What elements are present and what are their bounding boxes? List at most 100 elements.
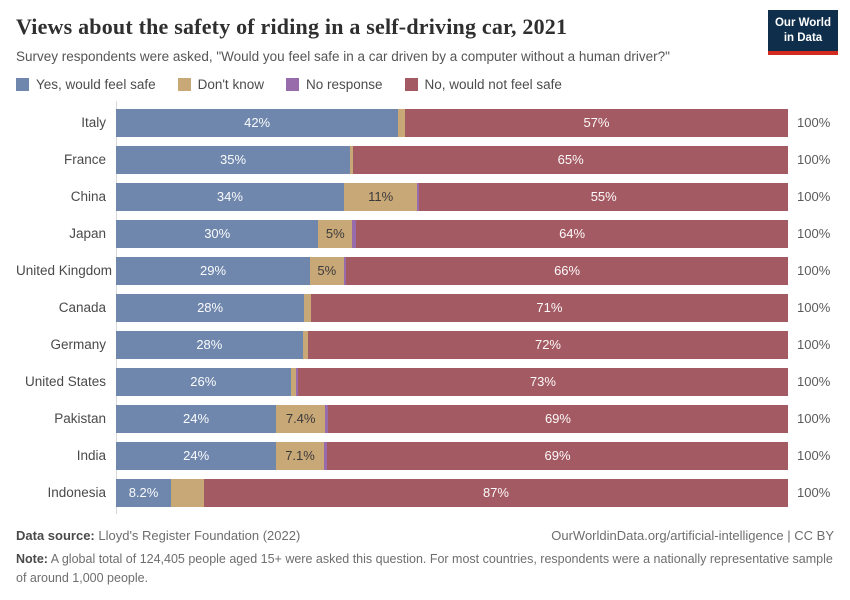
bar-segment-dont-know[interactable]: 11% bbox=[343, 182, 418, 211]
bar-segment-yes-would-feel-safe[interactable]: 29% bbox=[116, 256, 311, 285]
bar-segment-no-would-not-feel-safe[interactable]: 69% bbox=[327, 441, 788, 470]
bar-segment-no-response[interactable] bbox=[295, 367, 298, 396]
segment-value-label: 71% bbox=[536, 300, 563, 315]
segment-value-label: 66% bbox=[554, 263, 581, 278]
bar-row: United Kingdom 29% 5% 66% 100% bbox=[16, 252, 834, 289]
bar-segment-dont-know[interactable]: 7.4% bbox=[276, 404, 326, 433]
country-label: Germany bbox=[50, 337, 106, 352]
segment-value-label: 69% bbox=[544, 448, 571, 463]
footnote-value: A global total of 124,405 people aged 15… bbox=[16, 552, 833, 585]
segment-value-label: 24% bbox=[183, 448, 210, 463]
bar-segment-yes-would-feel-safe[interactable]: 30% bbox=[116, 219, 319, 248]
bar-segment-no-would-not-feel-safe[interactable]: 55% bbox=[419, 182, 788, 211]
segment-value-label: 28% bbox=[197, 300, 224, 315]
bar-segment-dont-know[interactable] bbox=[398, 108, 405, 137]
total-label: 100% bbox=[797, 300, 831, 315]
segment-value-label: 73% bbox=[529, 374, 556, 389]
bar-segment-no-would-not-feel-safe[interactable]: 65% bbox=[353, 145, 788, 174]
bar-segment-no-response[interactable] bbox=[325, 404, 328, 433]
page-title: Views about the safety of riding in a se… bbox=[16, 14, 568, 39]
bar-segment-no-would-not-feel-safe[interactable]: 57% bbox=[404, 108, 788, 137]
segment-value-label: 30% bbox=[204, 226, 231, 241]
country-label: Pakistan bbox=[54, 411, 106, 426]
chart-subtitle: Survey respondents were asked, "Would yo… bbox=[16, 49, 670, 64]
attribution-link[interactable]: OurWorldinData.org/artificial-intelligen… bbox=[551, 528, 834, 543]
bar-segment-yes-would-feel-safe[interactable]: 24% bbox=[116, 441, 277, 470]
legend-item-no-would-not-feel-safe[interactable]: No, would not feel safe bbox=[404, 77, 562, 92]
country-label: China bbox=[70, 189, 106, 204]
legend-item-yes-would-feel-safe[interactable]: Yes, would feel safe bbox=[16, 77, 156, 92]
country-label: Japan bbox=[69, 226, 106, 241]
bar-segment-yes-would-feel-safe[interactable]: 28% bbox=[116, 330, 303, 359]
legend-swatch-icon bbox=[404, 78, 418, 91]
bar-segment-dont-know[interactable] bbox=[350, 145, 354, 174]
bar-row: China 34% 11% 55% 100% bbox=[16, 178, 834, 215]
bar-segment-yes-would-feel-safe[interactable]: 42% bbox=[116, 108, 399, 137]
bar-track: 8.2% 87% bbox=[116, 478, 788, 507]
footnote-label: Note: bbox=[16, 552, 48, 566]
bar-segment-no-would-not-feel-safe[interactable]: 71% bbox=[310, 293, 788, 322]
total-label: 100% bbox=[797, 374, 831, 389]
bar-segment-no-response[interactable] bbox=[352, 219, 357, 248]
bar-segment-yes-would-feel-safe[interactable]: 34% bbox=[116, 182, 344, 211]
owid-logo-line2: in Data bbox=[783, 31, 823, 44]
segment-value-label: 69% bbox=[544, 411, 571, 426]
legend-label: Yes, would feel safe bbox=[36, 77, 156, 92]
footer: Data source: Lloyd's Register Foundation… bbox=[16, 528, 834, 588]
bar-segment-dont-know[interactable] bbox=[171, 478, 204, 507]
legend-label: No response bbox=[305, 77, 383, 92]
bar-track: 24% 7.4% 69% bbox=[116, 404, 788, 433]
bar-segment-dont-know[interactable]: 5% bbox=[310, 256, 344, 285]
bar-segment-no-would-not-feel-safe[interactable]: 72% bbox=[307, 330, 788, 359]
bar-segment-dont-know[interactable] bbox=[302, 330, 308, 359]
bar-segment-yes-would-feel-safe[interactable]: 24% bbox=[116, 404, 276, 433]
stacked-bar-chart: Italy 42% 57% 100% France 35% 65% 100% China 34% 1… bbox=[16, 101, 834, 514]
bar-segment-dont-know[interactable] bbox=[304, 293, 311, 322]
bar-track: 24% 7.1% 69% bbox=[116, 441, 788, 470]
bar-track: 29% 5% 66% bbox=[116, 256, 788, 285]
bar-segment-yes-would-feel-safe[interactable]: 26% bbox=[116, 367, 291, 396]
segment-value-label: 26% bbox=[190, 374, 217, 389]
bar-row: Germany 28% 72% 100% bbox=[16, 326, 834, 363]
bar-segment-no-response[interactable] bbox=[417, 182, 420, 211]
segment-value-label: 55% bbox=[590, 189, 617, 204]
total-label: 100% bbox=[797, 337, 831, 352]
segment-value-label: 57% bbox=[583, 115, 610, 130]
segment-value-label: 5% bbox=[325, 226, 345, 241]
bar-rows: Italy 42% 57% 100% France 35% 65% 100% China 34% 1… bbox=[16, 104, 834, 511]
total-label: 100% bbox=[797, 485, 831, 500]
bar-row: Indonesia 8.2% 87% 100% bbox=[16, 474, 834, 511]
bar-segment-no-would-not-feel-safe[interactable]: 66% bbox=[346, 256, 788, 285]
bar-segment-yes-would-feel-safe[interactable]: 28% bbox=[116, 293, 305, 322]
bar-segment-no-would-not-feel-safe[interactable]: 73% bbox=[297, 367, 788, 396]
segment-value-label: 29% bbox=[200, 263, 227, 278]
bar-row: Japan 30% 5% 64% 100% bbox=[16, 215, 834, 252]
owid-logo[interactable]: Our World in Data bbox=[768, 10, 838, 55]
bar-segment-no-would-not-feel-safe[interactable]: 64% bbox=[356, 219, 788, 248]
bar-segment-dont-know[interactable]: 5% bbox=[318, 219, 353, 248]
bar-row: United States 26% 73% 100% bbox=[16, 363, 834, 400]
bar-segment-no-would-not-feel-safe[interactable]: 87% bbox=[203, 478, 788, 507]
segment-value-label: 34% bbox=[216, 189, 243, 204]
segment-value-label: 72% bbox=[534, 337, 561, 352]
total-label: 100% bbox=[797, 152, 831, 167]
data-source-label: Data source: bbox=[16, 528, 95, 543]
total-label: 100% bbox=[797, 226, 831, 241]
bar-row: Canada 28% 71% 100% bbox=[16, 289, 834, 326]
segment-value-label: 11% bbox=[368, 189, 394, 204]
segment-value-label: 24% bbox=[182, 411, 210, 426]
legend-item-dont-know[interactable]: Don't know bbox=[177, 77, 264, 92]
bar-segment-dont-know[interactable] bbox=[290, 367, 296, 396]
bar-segment-no-response[interactable] bbox=[323, 441, 328, 470]
bar-segment-no-response[interactable] bbox=[343, 256, 347, 285]
bar-segment-no-would-not-feel-safe[interactable]: 69% bbox=[327, 404, 788, 433]
legend-item-no-response[interactable]: No response bbox=[285, 77, 383, 92]
footnote: Note: A global total of 124,405 people a… bbox=[16, 550, 834, 588]
bar-track: 30% 5% 64% bbox=[116, 219, 788, 248]
bar-segment-dont-know[interactable]: 7.1% bbox=[276, 441, 324, 470]
segment-value-label: 64% bbox=[559, 226, 586, 241]
bar-row: India 24% 7.1% 69% 100% bbox=[16, 437, 834, 474]
bar-row: Pakistan 24% 7.4% 69% 100% bbox=[16, 400, 834, 437]
bar-segment-yes-would-feel-safe[interactable]: 35% bbox=[116, 145, 351, 174]
bar-segment-yes-would-feel-safe[interactable]: 8.2% bbox=[116, 478, 172, 507]
